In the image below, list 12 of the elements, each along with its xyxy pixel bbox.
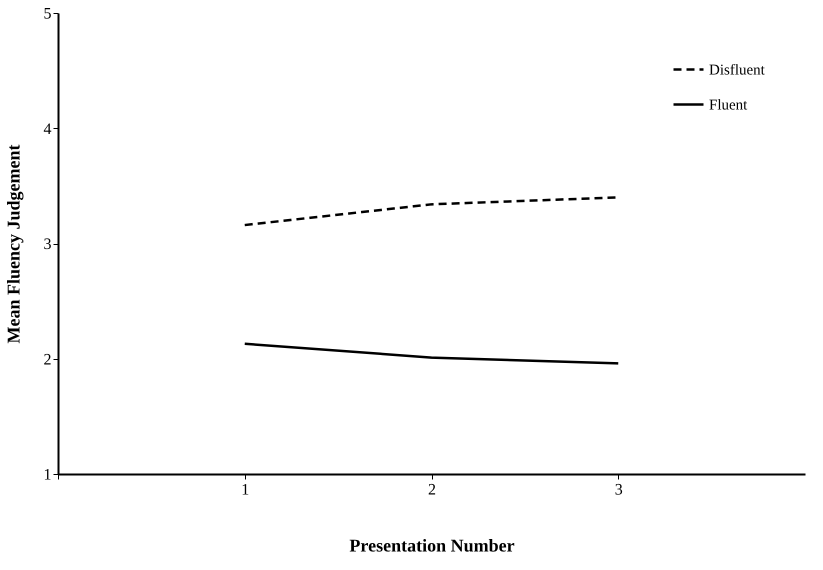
y-tick-label: 4 bbox=[44, 120, 52, 138]
x-tick-label: 2 bbox=[428, 482, 436, 498]
legend-label: Disfluent bbox=[709, 62, 766, 78]
y-tick-label: 1 bbox=[44, 466, 52, 484]
legend-label: Fluent bbox=[709, 98, 748, 114]
x-axis-title: Presentation Number bbox=[349, 536, 515, 556]
y-tick-label: 5 bbox=[44, 6, 52, 22]
y-axis-title: Mean Fluency Judgement bbox=[4, 144, 24, 344]
y-tick-label: 3 bbox=[44, 236, 52, 253]
x-tick-label: 3 bbox=[614, 482, 623, 498]
x-tick-label: 1 bbox=[241, 482, 250, 498]
y-tick-label: 2 bbox=[44, 351, 52, 368]
